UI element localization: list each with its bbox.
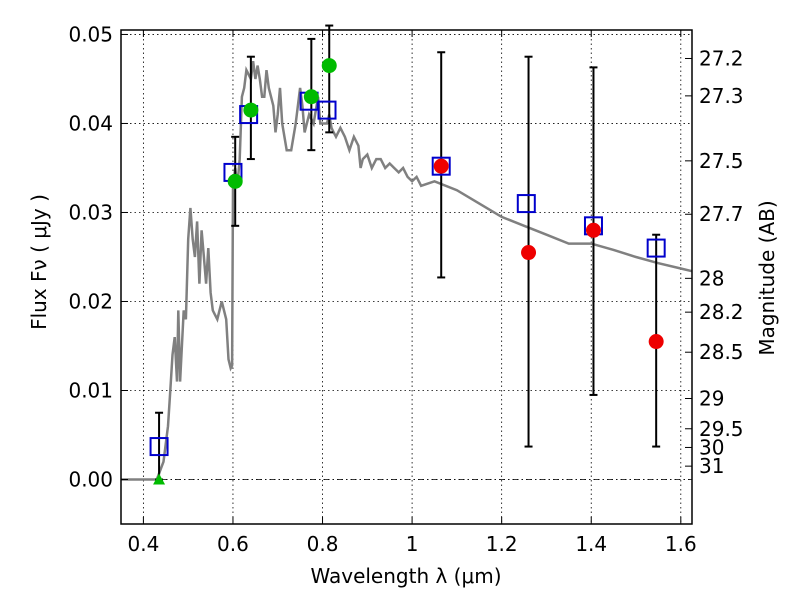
green-data-point [303,89,319,105]
right-tick-label: 31 [699,454,724,478]
x-axis-title: Wavelength λ (μm) [310,564,501,588]
model-band-marker [516,194,536,214]
x-tick-label: 0.4 [127,532,159,556]
axis-tick-labels: 0.4 0.6 0.8 1 1.2 1.4 1.6 0.00 0.01 0.02 0.03 0.04 0… [68,22,743,556]
right-tick-label: 29 [699,386,724,410]
red-data-point [433,158,449,174]
x-tick-label: 1 [406,532,419,556]
right-tick-label: 27.3 [699,84,744,108]
red-data-point [648,334,664,350]
right-tick-label: 27.7 [699,202,744,226]
red-data-point [585,222,601,238]
green-data-point [227,173,243,189]
right-axis-title: Magnitude (AB) [755,200,779,355]
right-tick-label: 30 [699,435,724,459]
y-tick-label: 0.00 [68,467,113,491]
y-tick-label: 0.01 [68,378,113,402]
error-bars [155,24,661,481]
model-band-marker [317,100,337,120]
x-tick-label: 0.8 [307,532,339,556]
x-tick-label: 1.4 [575,532,607,556]
upper-limit-triangle [153,473,166,485]
y-tick-label: 0.05 [68,22,113,46]
y-tick-label: 0.04 [68,111,113,135]
model-band-marker [646,238,666,258]
y-tick-label: 0.03 [68,200,113,224]
x-tick-label: 1.6 [665,532,697,556]
right-tick-label: 28.2 [699,300,744,324]
y-axis-title: Flux Fν ( μJy ) [27,194,51,330]
right-tick-label: 28 [699,266,724,290]
right-tick-label: 27.2 [699,46,744,70]
data-markers [149,58,666,485]
right-tick-label: 28.5 [699,340,744,364]
plot-frame [120,29,693,525]
right-tick-label: 29.5 [699,417,744,441]
model-sed-curve [121,61,693,481]
model-band-marker [149,437,169,457]
green-data-point [321,58,337,74]
x-tick-label: 0.6 [217,532,249,556]
x-tick-label: 1.2 [486,532,518,556]
model-band-marker [431,156,451,176]
red-data-point [521,245,537,261]
axis-ticks [121,30,692,524]
y-tick-label: 0.02 [68,289,113,313]
green-data-point [243,102,259,118]
right-tick-label: 27.5 [699,149,744,173]
